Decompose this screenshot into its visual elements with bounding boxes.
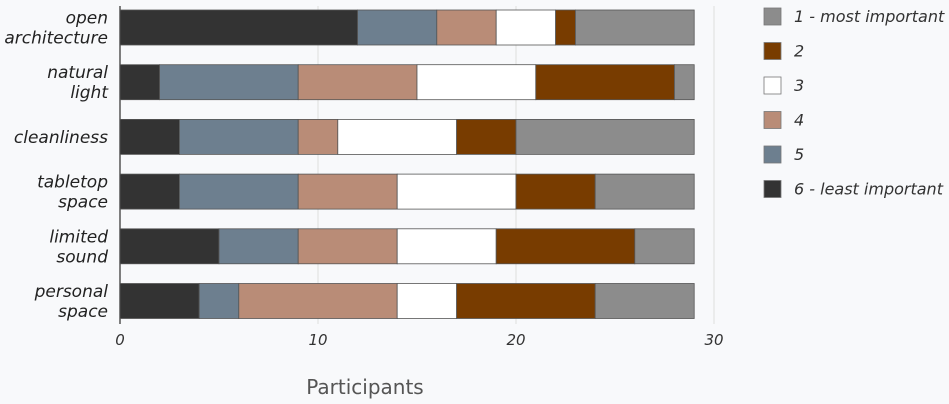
bar-segment xyxy=(515,119,695,155)
bar-segment xyxy=(575,9,695,46)
bars-layer xyxy=(119,9,695,319)
x-tick-label: 10 xyxy=(308,331,327,349)
bar-segment xyxy=(218,228,299,265)
bar-segment xyxy=(396,228,497,265)
legend-label: 6 - least important xyxy=(794,180,944,199)
bar-segment xyxy=(297,173,398,210)
bar-segment xyxy=(594,283,695,319)
bar-segment xyxy=(357,9,438,46)
bar-segment xyxy=(297,228,398,265)
bar-segment xyxy=(594,173,695,210)
bar-segment xyxy=(396,283,458,319)
legend-swatch xyxy=(763,76,782,95)
x-tick-label: 30 xyxy=(704,331,723,349)
legend-swatch xyxy=(763,111,782,129)
bar-segment xyxy=(119,228,220,265)
bar-segment xyxy=(119,119,180,155)
bar-segment xyxy=(119,173,180,210)
category-label: natural xyxy=(47,63,108,83)
bar-segment xyxy=(495,9,557,46)
category-label: space xyxy=(58,193,108,213)
bar-segment xyxy=(515,173,596,210)
x-axis-title: Participants xyxy=(306,375,423,399)
legend-swatch xyxy=(763,42,782,60)
bar-segment xyxy=(159,64,299,101)
bar-segment xyxy=(297,64,418,101)
legend-swatch xyxy=(763,7,782,26)
bar-segment xyxy=(119,9,359,46)
bar-segment xyxy=(396,173,517,210)
category-label: personal xyxy=(34,282,109,302)
legend: 1 - most important 2 3 4 5 6 - least importan… xyxy=(763,7,945,199)
bar-segment xyxy=(337,119,457,155)
bar-segment xyxy=(456,283,596,319)
bar-segment xyxy=(674,64,695,101)
legend-label: 2 xyxy=(794,42,804,61)
category-label: space xyxy=(58,302,108,322)
bar-segment xyxy=(178,119,299,155)
bar-segment xyxy=(535,64,675,101)
x-tick-label: 20 xyxy=(506,331,525,349)
category-label: cleanliness xyxy=(14,128,108,148)
category-label: tabletop xyxy=(37,173,108,193)
bar-segment xyxy=(178,173,299,210)
bar-segment xyxy=(634,228,695,265)
category-label: sound xyxy=(56,247,108,267)
category-label: light xyxy=(70,83,109,103)
category-label: open xyxy=(66,9,108,29)
category-label: architecture xyxy=(4,29,108,49)
legend-swatch xyxy=(763,145,782,164)
x-axis-ticks: 0 10 20 30 xyxy=(115,331,723,349)
grid-layer xyxy=(119,6,715,324)
bar-segment xyxy=(119,64,160,101)
x-tick-label: 0 xyxy=(115,331,125,349)
legend-swatch xyxy=(763,180,782,198)
legend-label: 3 xyxy=(794,76,804,95)
category-label: limited xyxy=(49,227,108,247)
bar-segment xyxy=(436,9,497,46)
bar-segment xyxy=(495,228,636,265)
bar-segment xyxy=(238,283,398,319)
bar-segment xyxy=(198,283,240,319)
bar-segment xyxy=(456,119,517,155)
bar-segment xyxy=(119,283,200,319)
legend-label: 1 - most important xyxy=(794,7,945,26)
legend-label: 5 xyxy=(794,145,804,164)
bar-segment xyxy=(416,64,537,101)
legend-label: 4 xyxy=(794,111,804,130)
bar-segment xyxy=(297,119,339,155)
bar-segment xyxy=(555,9,576,46)
